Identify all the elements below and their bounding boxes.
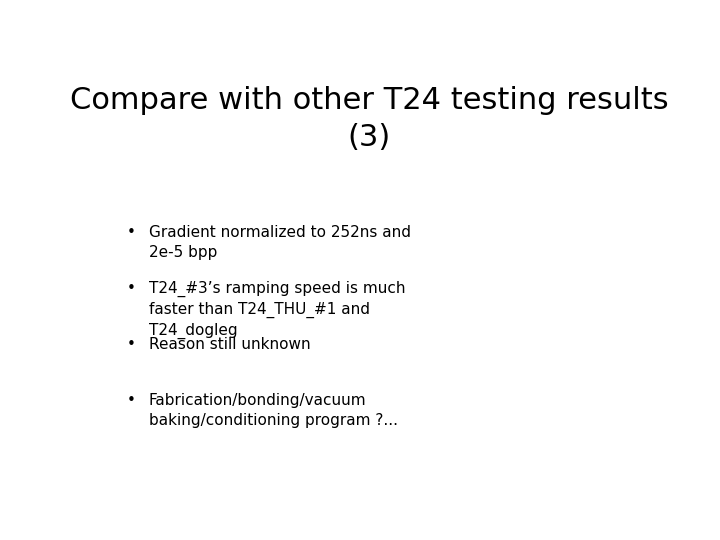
Text: Compare with other T24 testing results
(3): Compare with other T24 testing results (… bbox=[70, 85, 668, 152]
Text: Fabrication/bonding/vacuum
baking/conditioning program ?...: Fabrication/bonding/vacuum baking/condit… bbox=[148, 393, 397, 428]
Text: •: • bbox=[126, 393, 135, 408]
Text: Gradient normalized to 252ns and
2e-5 bpp: Gradient normalized to 252ns and 2e-5 bp… bbox=[148, 225, 410, 260]
Text: Reason still unknown: Reason still unknown bbox=[148, 337, 310, 352]
Text: •: • bbox=[126, 281, 135, 296]
Text: •: • bbox=[126, 225, 135, 240]
Text: T24_#3’s ramping speed is much
faster than T24_THU_#1 and
T24_dogleg: T24_#3’s ramping speed is much faster th… bbox=[148, 281, 405, 339]
Text: •: • bbox=[126, 337, 135, 352]
